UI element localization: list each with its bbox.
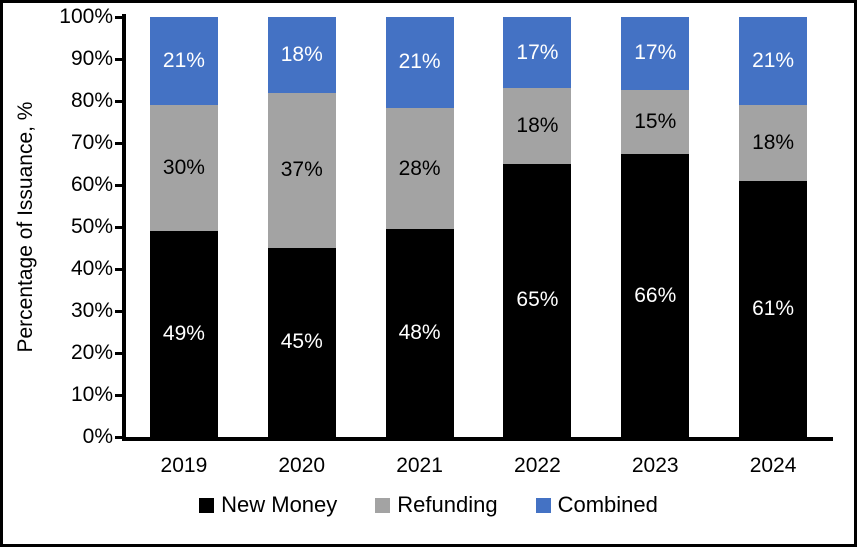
x-tick-label-2023: 2023 (631, 454, 679, 477)
y-tick-mark (115, 352, 124, 355)
segment-combined-2020: 18% (267, 17, 336, 93)
bar-2021: 21% 28% 48% (385, 17, 454, 437)
data-label-refunding-2022: 18% (516, 114, 559, 138)
y-tick-label-70-: 70% (70, 131, 113, 154)
y-tick-mark (115, 310, 124, 313)
data-label-new-money-2021: 48% (398, 321, 441, 345)
data-label-new-money-2024: 61% (752, 296, 795, 320)
y-tick-label-0-: 0% (82, 425, 113, 448)
segment-combined-2024: 21% (739, 17, 808, 106)
x-tick-label-2020: 2020 (278, 454, 326, 477)
x-axis-line (122, 437, 833, 441)
bar-2023: 17% 15% 66% (621, 17, 690, 437)
legend-label-new-money: New Money (221, 492, 338, 517)
legend: New Money Refunding Combined (3, 492, 854, 518)
segment-refunding-2019: 30% (149, 105, 218, 232)
y-tick-label-60-: 60% (70, 173, 113, 196)
data-label-refunding-2021: 28% (398, 156, 441, 180)
y-tick-mark (115, 268, 124, 271)
data-label-new-money-2019: 49% (162, 322, 205, 346)
y-tick-label-10-: 10% (70, 383, 113, 406)
segment-new-money-2022: 65% (503, 163, 572, 437)
stacked-bar-chart: Percentage of Issuance, % 0% 10% 20% 30% 40%… (3, 3, 854, 544)
data-label-refunding-2024: 18% (752, 130, 795, 154)
data-label-combined-2021: 21% (398, 50, 441, 74)
y-tick-label-40-: 40% (70, 257, 113, 280)
data-label-combined-2023: 17% (634, 41, 677, 65)
segment-refunding-2020: 37% (267, 92, 336, 248)
segment-new-money-2019: 49% (149, 231, 218, 437)
y-tick-mark (115, 100, 124, 103)
segment-combined-2022: 17% (503, 17, 572, 89)
segment-refunding-2023: 15% (621, 89, 690, 155)
y-tick-mark (115, 58, 124, 61)
data-label-refunding-2023: 15% (634, 109, 677, 133)
legend-item-combined: Combined (535, 492, 658, 518)
data-label-refunding-2019: 30% (162, 156, 205, 180)
bar-2019: 21% 30% 49% (149, 17, 218, 437)
data-label-new-money-2022: 65% (516, 288, 559, 312)
legend-item-new-money: New Money (199, 492, 337, 518)
segment-refunding-2022: 18% (503, 88, 572, 164)
segment-combined-2019: 21% (149, 17, 218, 106)
segment-refunding-2021: 28% (385, 107, 454, 230)
segment-new-money-2020: 45% (267, 247, 336, 437)
y-tick-mark (115, 394, 124, 397)
legend-item-refunding: Refunding (375, 492, 498, 518)
y-tick-label-30-: 30% (70, 299, 113, 322)
legend-marker-combined (535, 497, 551, 513)
legend-label-combined: Combined (557, 492, 658, 517)
segment-combined-2023: 17% (621, 17, 690, 90)
y-tick-mark (115, 142, 124, 145)
y-tick-label-80-: 80% (70, 89, 113, 112)
bar-2024: 21% 18% 61% (739, 17, 808, 437)
data-label-refunding-2020: 37% (280, 158, 323, 182)
y-tick-mark (115, 226, 124, 229)
y-tick-label-100-: 100% (59, 5, 113, 28)
segment-new-money-2023: 66% (621, 154, 690, 437)
data-label-new-money-2023: 66% (634, 283, 677, 307)
legend-marker-refunding (375, 497, 391, 513)
legend-label-refunding: Refunding (397, 492, 498, 517)
y-tick-label-20-: 20% (70, 341, 113, 364)
segment-combined-2021: 21% (385, 17, 454, 108)
x-tick-label-2024: 2024 (749, 454, 797, 477)
x-tick-label-2022: 2022 (514, 454, 561, 477)
segment-new-money-2024: 61% (739, 180, 808, 437)
data-label-combined-2022: 17% (516, 40, 559, 64)
segment-refunding-2024: 18% (739, 105, 808, 181)
data-label-combined-2020: 18% (280, 42, 323, 66)
y-tick-label-50-: 50% (70, 215, 113, 238)
x-tick-label-2019: 2019 (160, 454, 208, 477)
data-label-combined-2024: 21% (752, 49, 795, 73)
x-axis: 2019 2020 2021 2022 2023 2024 (125, 454, 832, 480)
data-label-combined-2019: 21% (162, 49, 205, 73)
x-tick-label-2021: 2021 (396, 454, 443, 477)
plot-area: 21% 30% 49% 18% 37% 45% 21% 28% 48% 17% 18% 65% 17% 1… (125, 17, 832, 437)
segment-new-money-2021: 48% (385, 229, 454, 437)
y-tick-label-90-: 90% (70, 47, 113, 70)
y-tick-mark (115, 436, 124, 439)
legend-marker-new-money (199, 497, 215, 513)
data-label-new-money-2020: 45% (280, 330, 323, 354)
y-tick-mark (115, 184, 124, 187)
bar-2020: 18% 37% 45% (267, 17, 336, 437)
y-axis-line (122, 14, 126, 441)
bar-2022: 17% 18% 65% (503, 17, 572, 437)
y-tick-mark (115, 16, 124, 19)
